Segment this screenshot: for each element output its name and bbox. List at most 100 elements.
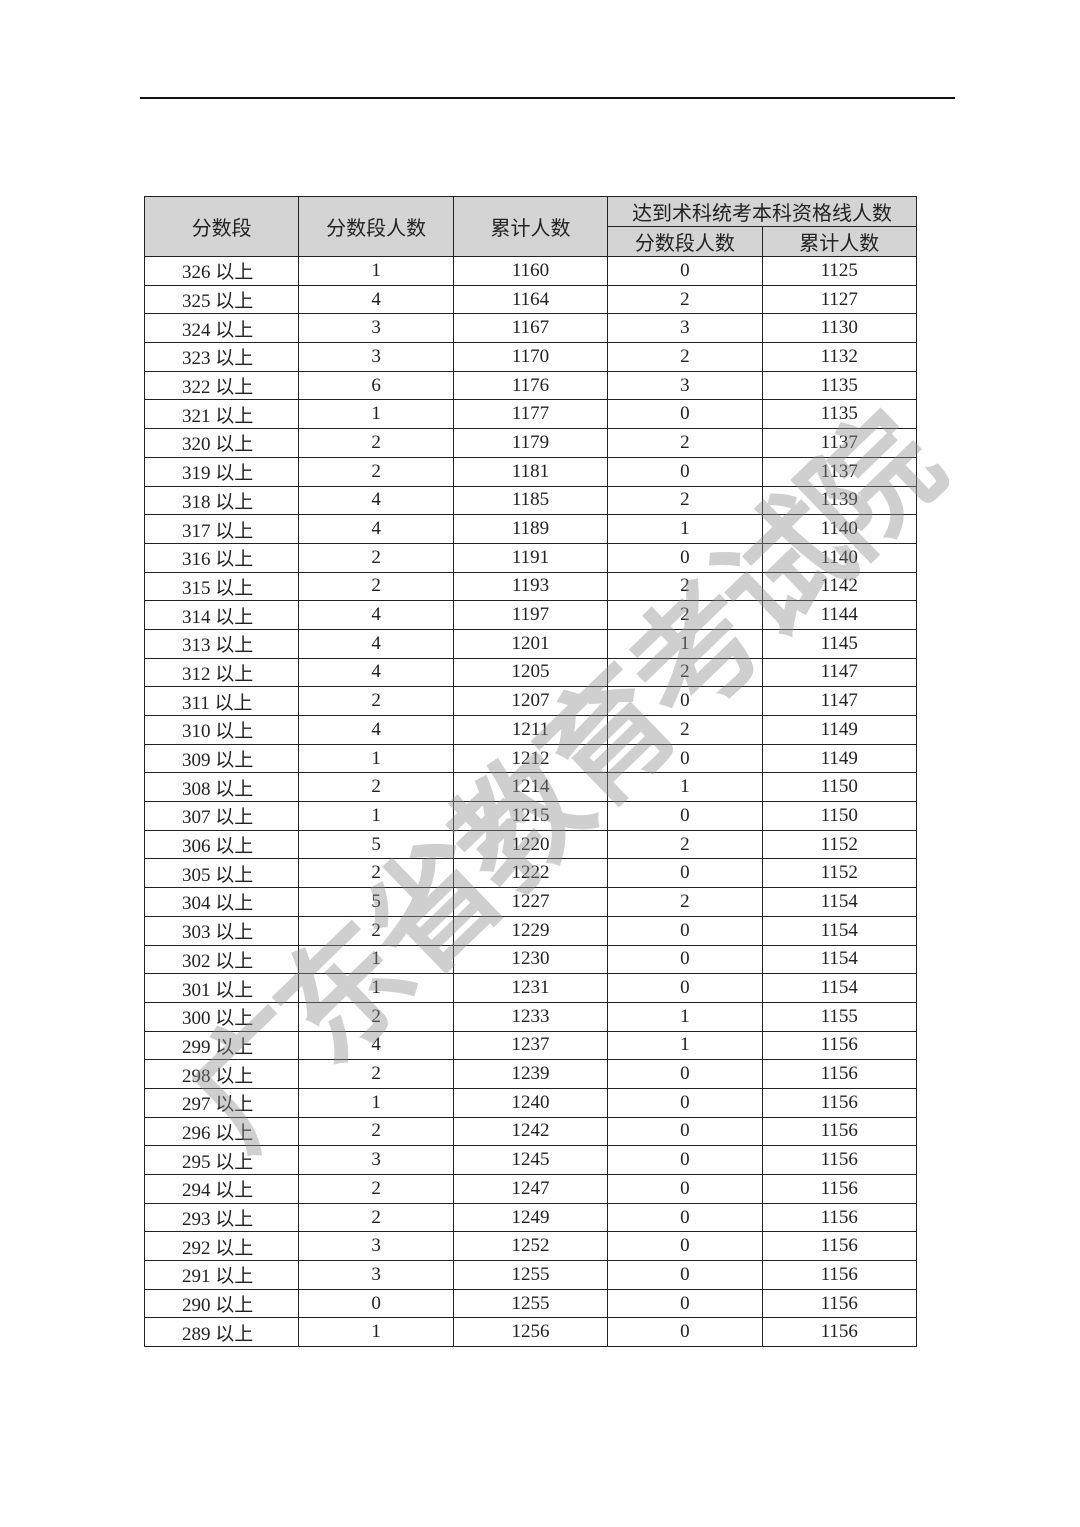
qualified-cumulative-cell: 1156 <box>761 1116 917 1147</box>
qualified-cumulative-cell: 1147 <box>761 686 917 716</box>
header-cumulative: 累计人数 <box>452 196 609 257</box>
score-band-cell: 293 以上 <box>143 1202 300 1233</box>
header-band-count: 分数段人数 <box>298 196 454 257</box>
table-row: 325 以上 4 1164 2 1127 <box>143 284 917 315</box>
qualified-cumulative-cell: 1156 <box>761 1030 917 1061</box>
qualified-cumulative-cell: 1156 <box>761 1145 917 1175</box>
score-band-cell: 310 以上 <box>143 715 300 745</box>
cumulative-cell: 1189 <box>452 514 609 544</box>
qualified-band-count-cell: 1 <box>607 514 763 544</box>
cumulative-cell: 1179 <box>452 428 609 458</box>
cumulative-cell: 1222 <box>452 858 609 889</box>
score-band-cell: 317 以上 <box>143 514 300 544</box>
band-count-cell: 2 <box>298 428 454 458</box>
band-count-cell: 1 <box>298 399 454 430</box>
qualified-cumulative-cell: 1156 <box>761 1260 917 1290</box>
qualified-cumulative-cell: 1149 <box>761 743 917 774</box>
score-band-cell: 306 以上 <box>143 829 300 860</box>
band-count-cell: 4 <box>298 514 454 544</box>
score-band-cell: 298 以上 <box>143 1059 300 1089</box>
band-count-cell: 0 <box>298 1288 454 1319</box>
cumulative-cell: 1185 <box>452 485 609 516</box>
cumulative-cell: 1233 <box>452 1001 609 1032</box>
cumulative-cell: 1237 <box>452 1030 609 1061</box>
table-row: 307 以上 1 1215 0 1150 <box>143 801 917 831</box>
table-row: 304 以上 5 1227 2 1154 <box>143 887 917 917</box>
band-count-cell: 5 <box>298 829 454 860</box>
qualified-band-count-cell: 2 <box>607 600 763 630</box>
qualified-cumulative-cell: 1156 <box>761 1288 917 1319</box>
band-count-cell: 3 <box>298 313 454 344</box>
qualified-band-count-cell: 0 <box>607 1231 763 1262</box>
score-band-cell: 314 以上 <box>143 600 300 630</box>
table-row: 309 以上 1 1212 0 1149 <box>143 743 917 774</box>
cumulative-cell: 1205 <box>452 657 609 688</box>
score-band-cell: 292 以上 <box>143 1231 300 1262</box>
qualified-band-count-cell: 0 <box>607 1288 763 1319</box>
qualified-band-count-cell: 0 <box>607 256 763 286</box>
qualified-cumulative-cell: 1152 <box>761 858 917 889</box>
qualified-band-count-cell: 2 <box>607 657 763 688</box>
qualified-cumulative-cell: 1135 <box>761 370 917 401</box>
qualified-band-count-cell: 0 <box>607 743 763 774</box>
qualified-band-count-cell: 2 <box>607 284 763 315</box>
qualified-cumulative-cell: 1135 <box>761 399 917 430</box>
score-band-cell: 320 以上 <box>143 428 300 458</box>
score-band-cell: 312 以上 <box>143 657 300 688</box>
qualified-band-count-cell: 1 <box>607 1001 763 1032</box>
table-row: 308 以上 2 1214 1 1150 <box>143 772 917 803</box>
qualified-cumulative-cell: 1154 <box>761 944 917 975</box>
qualified-cumulative-cell: 1154 <box>761 915 917 946</box>
band-count-cell: 2 <box>298 772 454 803</box>
cumulative-cell: 1197 <box>452 600 609 630</box>
cumulative-cell: 1239 <box>452 1059 609 1089</box>
cumulative-cell: 1214 <box>452 772 609 803</box>
score-band-cell: 299 以上 <box>143 1030 300 1061</box>
band-count-cell: 2 <box>298 915 454 946</box>
score-band-cell: 296 以上 <box>143 1116 300 1147</box>
qualified-band-count-cell: 2 <box>607 829 763 860</box>
table-row: 295 以上 3 1245 0 1156 <box>143 1145 917 1175</box>
table-row: 318 以上 4 1185 2 1139 <box>143 485 917 516</box>
qualified-band-count-cell: 1 <box>607 628 763 659</box>
score-band-cell: 304 以上 <box>143 887 300 917</box>
qualified-cumulative-cell: 1145 <box>761 628 917 659</box>
score-band-cell: 313 以上 <box>143 628 300 659</box>
band-count-cell: 4 <box>298 1030 454 1061</box>
table-row: 326 以上 1 1160 0 1125 <box>143 256 917 286</box>
score-band-cell: 311 以上 <box>143 686 300 716</box>
qualified-band-count-cell: 0 <box>607 858 763 889</box>
qualified-cumulative-cell: 1139 <box>761 485 917 516</box>
score-band-cell: 322 以上 <box>143 370 300 401</box>
qualified-band-count-cell: 0 <box>607 1260 763 1290</box>
qualified-band-count-cell: 0 <box>607 1317 763 1348</box>
band-count-cell: 1 <box>298 973 454 1003</box>
score-band-cell: 309 以上 <box>143 743 300 774</box>
table-row: 301 以上 1 1231 0 1154 <box>143 973 917 1003</box>
qualified-band-count-cell: 0 <box>607 1145 763 1175</box>
qualified-cumulative-cell: 1137 <box>761 456 917 487</box>
qualified-cumulative-cell: 1156 <box>761 1087 917 1118</box>
cumulative-cell: 1170 <box>452 342 609 372</box>
qualified-band-count-cell: 2 <box>607 887 763 917</box>
qualified-cumulative-cell: 1156 <box>761 1231 917 1262</box>
score-band-cell: 290 以上 <box>143 1288 300 1319</box>
qualified-band-count-cell: 3 <box>607 370 763 401</box>
band-count-cell: 2 <box>298 542 454 573</box>
band-count-cell: 4 <box>298 657 454 688</box>
qualified-cumulative-cell: 1156 <box>761 1174 917 1204</box>
cumulative-cell: 1240 <box>452 1087 609 1118</box>
score-band-cell: 302 以上 <box>143 944 300 975</box>
qualified-band-count-cell: 0 <box>607 1059 763 1089</box>
qualified-band-count-cell: 2 <box>607 485 763 516</box>
qualified-band-count-cell: 0 <box>607 399 763 430</box>
score-band-cell: 308 以上 <box>143 772 300 803</box>
score-band-cell: 291 以上 <box>143 1260 300 1290</box>
score-band-cell: 300 以上 <box>143 1001 300 1032</box>
qualified-band-count-cell: 1 <box>607 1030 763 1061</box>
band-count-cell: 1 <box>298 944 454 975</box>
score-band-cell: 321 以上 <box>143 399 300 430</box>
band-count-cell: 5 <box>298 887 454 917</box>
band-count-cell: 4 <box>298 284 454 315</box>
cumulative-cell: 1242 <box>452 1116 609 1147</box>
